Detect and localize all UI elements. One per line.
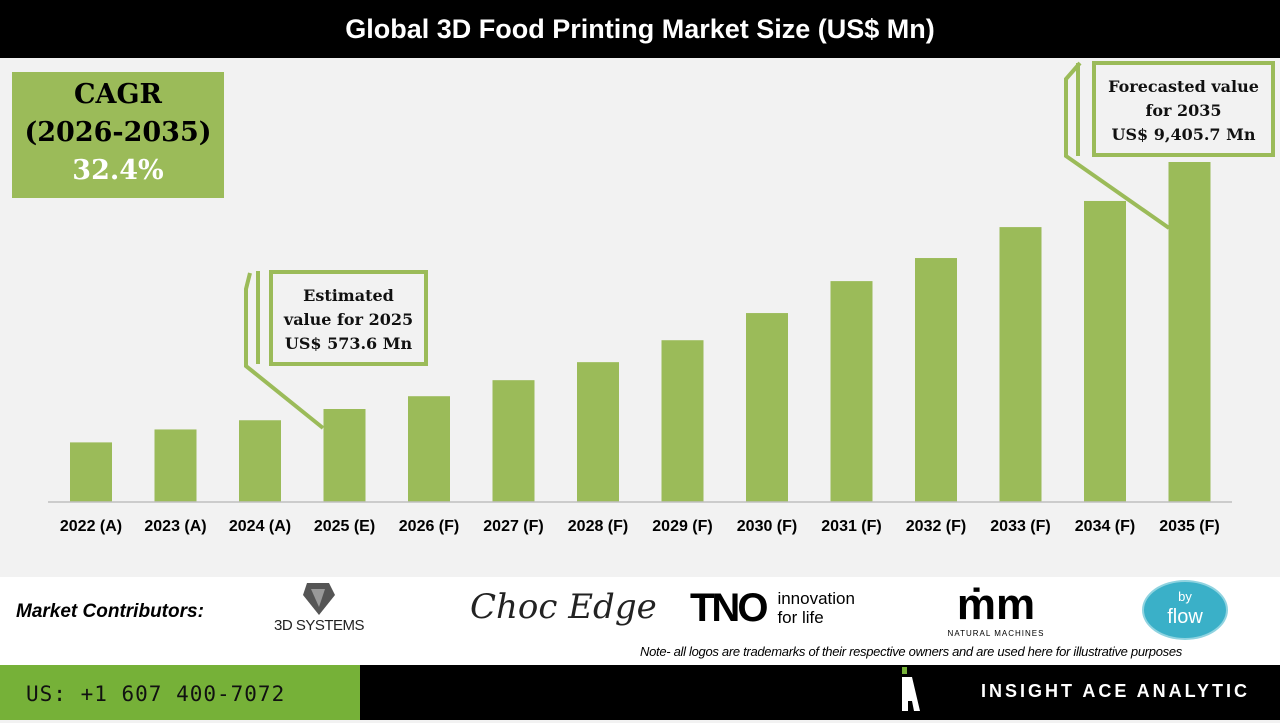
3d-systems-logo: 3D SYSTEMS	[264, 581, 374, 635]
bar-2032	[915, 258, 957, 502]
bar-2034	[1084, 200, 1126, 503]
x-tick-label: 2035 (F)	[1159, 518, 1219, 535]
x-tick-label: 2026 (F)	[399, 518, 459, 535]
callout-value: US$ 573.6 Mn	[284, 334, 413, 353]
bar-2031	[830, 281, 873, 502]
estimated-callout: Estimated value for 2025 US$ 573.6 Mn	[269, 270, 428, 366]
bar-2023	[154, 429, 197, 502]
bar-2030	[746, 313, 788, 502]
x-tick-label: 2023 (A)	[144, 518, 206, 535]
x-tick-label: 2022 (A)	[60, 518, 122, 535]
bar-2027	[492, 380, 535, 502]
bar-2028	[577, 362, 619, 502]
insight-ace-logo-icon	[902, 667, 920, 711]
forecast-callout: Forecasted value for 2035 US$ 9,405.7 Mn	[1092, 61, 1275, 157]
bar-chart: 2022 (A) 2023 (A) 2024 (A) 2025 (E) 2026 (F)…	[48, 61, 1232, 535]
contributors-section: Market Contributors: 3D SYSTEMS Choc Edg…	[0, 577, 1280, 665]
brand-name: INSIGHT ACE ANALYTIC	[980, 681, 1250, 701]
x-tick-label: 2030 (F)	[737, 518, 797, 535]
bar-2022	[70, 442, 112, 502]
phone-number: US: +1 607 400-7072	[0, 665, 360, 720]
bar-2033	[999, 227, 1042, 502]
x-tick-label: 2025 (E)	[314, 518, 375, 535]
trademark-note: Note- all logos are trademarks of their …	[640, 644, 1182, 659]
contributors-label: Market Contributors:	[16, 601, 204, 622]
x-tick-label: 2029 (F)	[652, 518, 712, 535]
callout-text: Forecasted value	[1108, 77, 1259, 96]
cagr-period: (2026-2035)	[24, 117, 212, 148]
callout-text: for 2035	[1145, 101, 1222, 120]
callout-value: US$ 9,405.7 Mn	[1111, 125, 1256, 144]
natural-machines-icon: ṁm	[956, 580, 1036, 629]
x-tick-label: 2034 (F)	[1075, 518, 1135, 535]
x-tick-label: 2031 (F)	[821, 518, 881, 535]
3d-systems-icon	[303, 583, 335, 615]
x-tick-label: 2027 (F)	[483, 518, 543, 535]
x-tick-label: 2032 (F)	[906, 518, 966, 535]
tno-logo: TNO innovation for life	[690, 586, 855, 630]
byflow-logo: by flow	[1142, 580, 1228, 640]
callout-text: Estimated	[303, 286, 394, 305]
chart-title: Global 3D Food Printing Market Size (US$…	[0, 0, 1280, 58]
choc-edge-logo: Choc Edge	[470, 587, 657, 627]
bar-2035	[1168, 162, 1211, 502]
bar-2026	[408, 396, 450, 502]
forecast-connector	[1064, 61, 1171, 230]
bar-2029	[661, 340, 704, 502]
estimated-connector	[244, 272, 325, 430]
cagr-label: CAGR	[74, 79, 162, 110]
x-tick-label: 2024 (A)	[229, 518, 291, 535]
callout-text: value for 2025	[283, 310, 414, 329]
footer-brand-bar: INSIGHT ACE ANALYTIC	[360, 665, 1280, 720]
cagr-box: CAGR (2026-2035) 32.4%	[12, 72, 224, 198]
bar-2025	[323, 409, 366, 502]
cagr-value: 32.4%	[72, 155, 164, 186]
bar-2024	[239, 420, 281, 502]
natural-machines-logo: ṁm NATURAL MACHINES	[940, 581, 1052, 639]
x-tick-label: 2028 (F)	[568, 518, 628, 535]
x-tick-label: 2033 (F)	[990, 518, 1050, 535]
